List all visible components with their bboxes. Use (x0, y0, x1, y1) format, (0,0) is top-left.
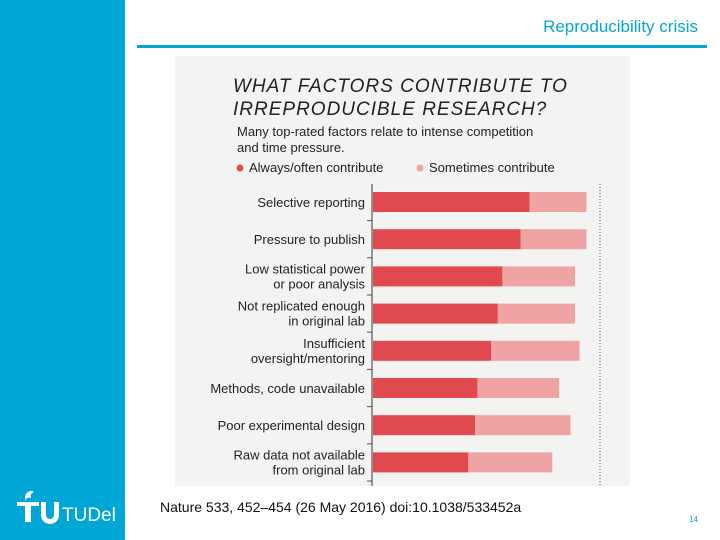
chart-subtitle-line: and time pressure. (237, 140, 345, 155)
bar-sometimes (491, 340, 580, 361)
chart-title-line: IRREPRODUCIBLE RESEARCH? (233, 99, 547, 120)
bar-sometimes (475, 415, 571, 436)
bar-always-often (373, 340, 492, 361)
logo-wordmark: TUDelft (62, 505, 116, 526)
category-label-line: or poor analysis (273, 276, 365, 291)
tudelft-logo: TUDelft (17, 491, 116, 526)
legend-label: Always/often contribute (249, 160, 383, 175)
category-label: Selective reporting (257, 195, 365, 210)
category-label-line: Insufficient (303, 336, 365, 351)
citation: Nature 533, 452–454 (26 May 2016) doi:10… (160, 499, 522, 515)
legend-swatch (416, 164, 424, 172)
bar-always-often (373, 266, 503, 287)
bar-always-often (373, 229, 521, 250)
page-number: 14 (689, 515, 698, 524)
category-label-line: Not replicated enough (238, 299, 365, 314)
bar-sometimes (477, 378, 560, 398)
chart-title-line: WHAT FACTORS CONTRIBUTE TO (233, 76, 568, 97)
bar-always-often (373, 192, 530, 212)
bar-sometimes (529, 192, 587, 212)
bar-always-often (373, 303, 498, 324)
bar-sometimes (497, 303, 576, 324)
slide-title: Reproducibility crisis (543, 17, 698, 36)
title-divider (137, 45, 707, 48)
legend-swatch (236, 164, 244, 172)
category-label-line: from original lab (273, 462, 366, 477)
category-label-line: Raw data not available (233, 447, 365, 462)
bar-sometimes (520, 229, 587, 250)
category-label: Methods, code unavailable (210, 381, 365, 396)
bar-always-often (373, 415, 476, 436)
category-label-line: in original lab (288, 314, 365, 329)
bar-always-often (373, 378, 478, 398)
chart-figure: WHAT FACTORS CONTRIBUTE TO IRREPRODUCIBLE… (175, 56, 630, 486)
category-label: Pressure to publish (254, 232, 365, 247)
bar-sometimes (468, 452, 553, 473)
category-label: Poor experimental design (218, 418, 365, 433)
legend-label: Sometimes contribute (429, 160, 555, 175)
chart-subtitle-line: Many top-rated factors relate to intense… (237, 124, 533, 139)
category-label-line: oversight/mentoring (251, 351, 365, 366)
category-label-line: Low statistical power (245, 261, 366, 276)
sidebar: TUDelft (0, 0, 125, 540)
bar-always-often (373, 452, 469, 473)
bar-chart: WHAT FACTORS CONTRIBUTE TOIRREPRODUCIBLE… (210, 76, 601, 486)
bar-sometimes (502, 266, 576, 287)
